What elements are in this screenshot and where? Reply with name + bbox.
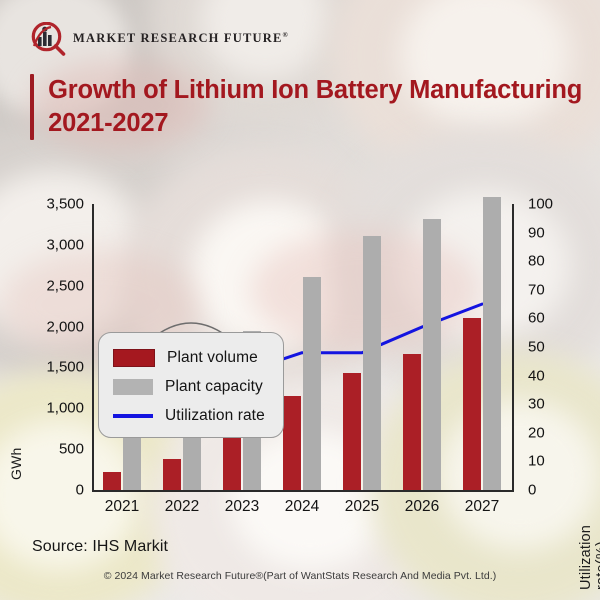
page-title: Growth of Lithium Ion Battery Manufactur… xyxy=(48,76,583,138)
bar-plant-capacity[interactable] xyxy=(303,276,321,490)
legend-swatch-utilization-rate xyxy=(113,413,153,418)
bar-plant-volume[interactable] xyxy=(223,433,241,490)
y-tick-left: 2,000 xyxy=(46,318,84,336)
title-accent-rule xyxy=(30,74,35,141)
y-tick-right: 0 xyxy=(528,481,537,499)
y-tick-left: 2,500 xyxy=(46,277,84,295)
registered-mark: ® xyxy=(282,31,289,40)
bar-group xyxy=(403,204,441,490)
y-tick-left: 3,500 xyxy=(46,195,84,213)
x-tick-2027: 2027 xyxy=(464,498,500,515)
y-tick-right: 40 xyxy=(528,367,545,385)
y-tick-right: 60 xyxy=(528,309,545,327)
brand-logo: MARKET RESEARCH FUTURE® xyxy=(30,21,289,56)
legend-label-utilization-rate: Utilization rate xyxy=(165,406,265,424)
copyright-note: © 2024 Market Research Future®(Part of W… xyxy=(103,570,497,582)
y-tick-left: 500 xyxy=(58,440,84,458)
y-axis-line-left xyxy=(92,204,94,491)
y-tick-left: 1,000 xyxy=(46,399,84,417)
y-tick-right: 80 xyxy=(528,252,545,270)
legend-item-plant-volume[interactable]: Plant volume xyxy=(113,343,283,372)
legend-swatch-plant-volume xyxy=(113,348,155,367)
bar-plant-volume[interactable] xyxy=(283,396,301,490)
bar-plant-volume[interactable] xyxy=(163,458,181,490)
plot-region xyxy=(92,197,512,490)
legend-item-plant-capacity[interactable]: Plant capacity xyxy=(113,372,283,401)
x-tick-2024: 2024 xyxy=(284,498,320,515)
bar-plant-volume[interactable] xyxy=(103,472,121,490)
chart-area: GWh Utilization rate(%) 0 500 1,000 1,500 2,… xyxy=(0,150,600,591)
y-tick-left: 3,000 xyxy=(46,236,84,254)
x-tick-2026: 2026 xyxy=(404,498,440,515)
bar-group xyxy=(283,204,321,490)
bar-group xyxy=(343,204,381,490)
legend-item-utilization-rate[interactable]: Utilization rate xyxy=(113,401,283,430)
y-tick-right: 10 xyxy=(528,452,545,470)
legend-swatch-plant-capacity xyxy=(113,378,153,395)
legend-label-plant-capacity: Plant capacity xyxy=(165,377,263,395)
x-tick-2025: 2025 xyxy=(344,498,380,515)
title-block: Growth of Lithium Ion Battery Manufactur… xyxy=(30,74,600,141)
bar-plant-capacity[interactable] xyxy=(483,197,501,490)
x-tick-2021: 2021 xyxy=(104,498,140,515)
bar-plant-capacity[interactable] xyxy=(423,218,441,490)
bar-plant-volume[interactable] xyxy=(343,373,361,490)
y-tick-right: 20 xyxy=(528,424,545,442)
brand-name: MARKET RESEARCH FUTURE® xyxy=(73,31,289,46)
legend-label-plant-volume: Plant volume xyxy=(167,348,258,366)
x-tick-2023: 2023 xyxy=(224,498,260,515)
y-tick-right: 70 xyxy=(528,281,545,299)
bar-plant-volume[interactable] xyxy=(463,318,481,490)
chart-legend: Plant volume Plant capacity Utilization … xyxy=(98,332,284,438)
bar-group xyxy=(463,197,501,490)
y-tick-right: 100 xyxy=(528,195,554,213)
bar-plant-capacity[interactable] xyxy=(363,235,381,490)
y-tick-right: 90 xyxy=(528,224,545,242)
source-note: Source: IHS Markit xyxy=(32,538,169,555)
magnifier-bar-chart-icon xyxy=(30,21,66,56)
y-tick-right: 30 xyxy=(528,395,545,413)
y-tick-left: 1,500 xyxy=(46,358,84,376)
y-axis-line-right xyxy=(512,204,514,491)
x-tick-2022: 2022 xyxy=(164,498,200,515)
y-tick-left: 0 xyxy=(75,481,84,499)
y-tick-right: 50 xyxy=(528,338,545,356)
x-axis-line xyxy=(92,490,514,492)
bar-plant-volume[interactable] xyxy=(403,353,421,490)
